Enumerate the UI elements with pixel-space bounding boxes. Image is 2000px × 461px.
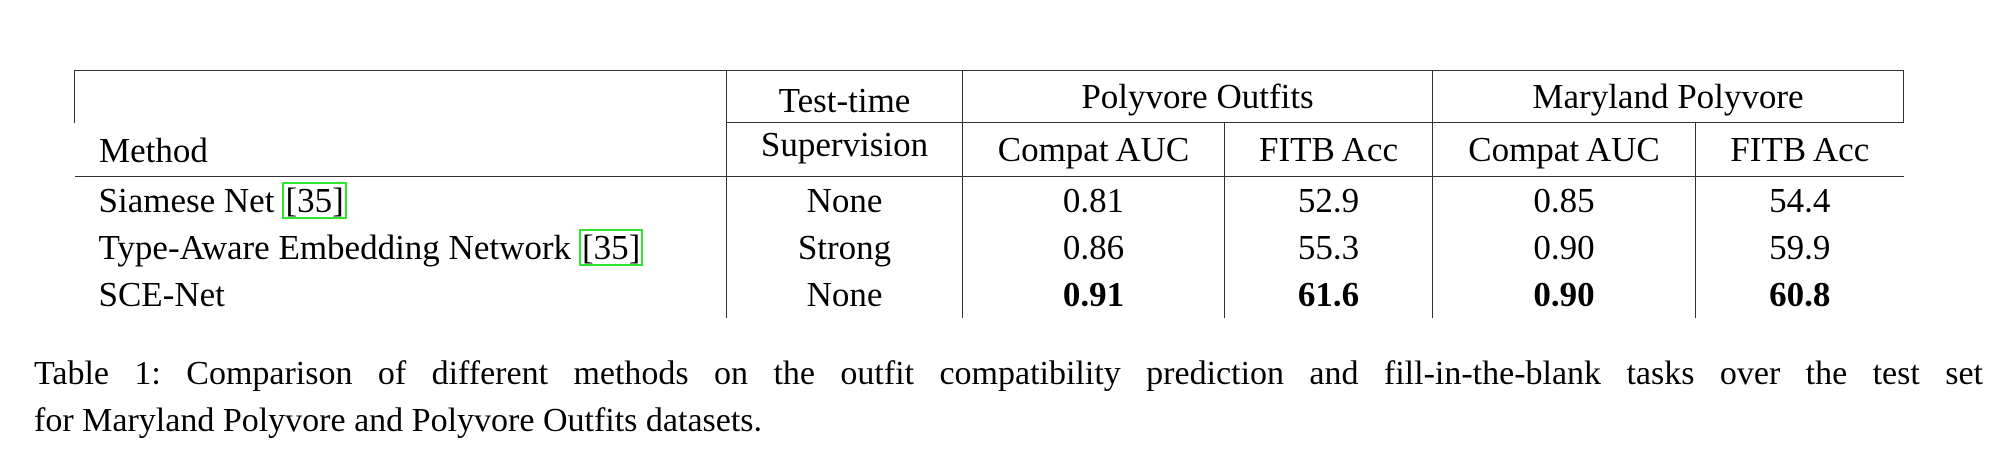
cell: None	[726, 271, 963, 318]
metric-header: Compat AUC	[1432, 122, 1696, 177]
method-name: SCE-Net	[98, 275, 225, 314]
header-cell: Method	[99, 131, 208, 170]
cell: None	[726, 176, 963, 224]
metric-header: Compat AUC	[962, 122, 1225, 177]
header-cell: Supervision	[726, 122, 963, 177]
header-cell: Test-time	[726, 70, 963, 123]
method-cell: SCE-Net	[75, 271, 727, 318]
metric-header: FITB Acc	[1224, 122, 1433, 177]
metric-header: FITB Acc	[1695, 122, 1904, 177]
cell: 59.9	[1695, 224, 1904, 271]
cell: 60.8	[1695, 271, 1904, 318]
results-table: Method Test-time Polyvore Outfits Maryla…	[74, 70, 1904, 318]
cell: 52.9	[1224, 176, 1433, 224]
data-row: Siamese Net [35] None 0.81 52.9 0.85 54.4	[74, 176, 1904, 224]
caption-line: for Maryland Polyvore and Polyvore Outfi…	[34, 402, 763, 439]
cell: 0.81	[962, 176, 1225, 224]
cell: 0.85	[1432, 176, 1696, 224]
method-name: Siamese Net	[98, 180, 275, 220]
cell: 0.90	[1432, 224, 1696, 271]
citation[interactable]: [35]	[282, 181, 347, 220]
cell: 0.86	[962, 224, 1225, 271]
cell: 54.4	[1695, 176, 1904, 224]
caption-line: Table 1: Comparison of different methods…	[34, 355, 1983, 392]
header-row: Method Test-time Polyvore Outfits Maryla…	[74, 70, 1904, 168]
method-cell: Type-Aware Embedding Network [35]	[75, 224, 727, 271]
cell: Strong	[726, 224, 963, 271]
cell: 61.6	[1224, 271, 1433, 318]
data-row: Type-Aware Embedding Network [35] Strong …	[75, 224, 1904, 271]
header-row: Supervision Compat AUC FITB Acc Compat A…	[75, 122, 1904, 177]
group-header: Polyvore Outfits	[962, 70, 1433, 123]
method-cell: Siamese Net [35]	[74, 176, 727, 224]
group-header: Maryland Polyvore	[1432, 70, 1904, 123]
method-name: Type-Aware Embedding Network	[98, 227, 572, 267]
citation[interactable]: [35]	[579, 228, 644, 267]
cell: 0.90	[1432, 271, 1696, 318]
cell: 0.91	[962, 271, 1225, 318]
data-row: SCE-Net None 0.91 61.6 0.90 60.8	[75, 271, 1904, 318]
cell: 55.3	[1224, 224, 1433, 271]
